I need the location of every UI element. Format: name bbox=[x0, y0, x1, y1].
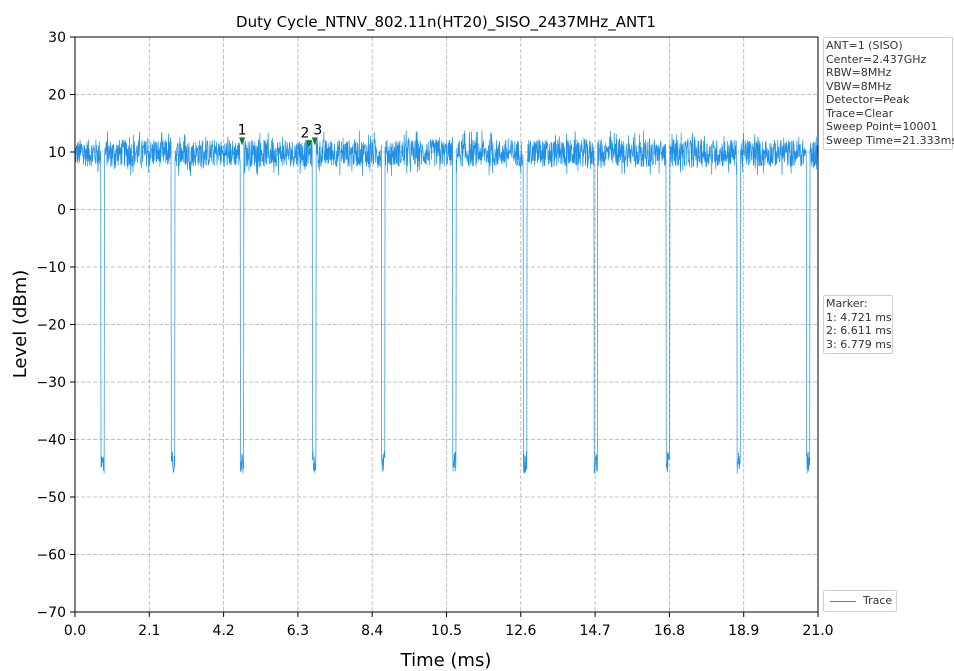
y-tick-label: −40 bbox=[36, 433, 66, 449]
y-tick-label: 30 bbox=[48, 30, 66, 46]
chart-title: Duty Cycle_NTNV_802.11n(HT20)_SISO_2437M… bbox=[236, 13, 656, 32]
marker-box-line: 3: 6.779 ms bbox=[826, 337, 892, 351]
x-tick-label: 18.9 bbox=[728, 623, 759, 639]
grid bbox=[75, 37, 818, 612]
info-line: Center=2.437GHz bbox=[826, 52, 927, 66]
x-axis-label: Time (ms) bbox=[400, 650, 492, 671]
x-tick-label: 10.5 bbox=[431, 623, 462, 639]
info-line: Trace=Clear bbox=[826, 106, 894, 120]
marker-box-line: 1: 4.721 ms bbox=[826, 310, 892, 324]
x-tick-label: 21.0 bbox=[802, 623, 833, 639]
legend-swatch bbox=[830, 601, 856, 602]
marker-box-line: Marker: bbox=[826, 297, 868, 310]
info-line: ANT=1 (SISO) bbox=[826, 39, 903, 52]
y-tick-label: −50 bbox=[36, 490, 66, 506]
marker-glyph bbox=[311, 137, 318, 146]
marker-label: 1 bbox=[238, 122, 247, 138]
x-tick-label: 16.8 bbox=[654, 623, 685, 639]
info-line: VBW=8MHz bbox=[826, 79, 892, 93]
legend-label: Trace bbox=[863, 594, 893, 607]
y-tick-label: −70 bbox=[36, 605, 66, 621]
marker-box-line: 2: 6.611 ms bbox=[826, 324, 892, 337]
y-tick-label: −10 bbox=[36, 260, 66, 276]
y-tick-label: 10 bbox=[48, 145, 66, 161]
x-tick-label: 2.1 bbox=[138, 623, 160, 639]
info-line: Sweep Point=10001 bbox=[826, 120, 938, 133]
x-axis-ticks: 0.0 2.1 4.2 6.3 8.4 10.5 12.6 14.7 16.8 18.9 21.0 bbox=[64, 612, 834, 639]
y-tick-label: 0 bbox=[57, 203, 66, 219]
x-tick-label: 6.3 bbox=[287, 623, 309, 639]
legend: Trace bbox=[823, 590, 897, 612]
y-tick-label: 20 bbox=[48, 88, 66, 104]
y-tick-label: −20 bbox=[36, 318, 66, 334]
info-line: RBW=8MHz bbox=[826, 66, 892, 79]
marker-label: 2 bbox=[300, 125, 309, 141]
marker-glyph bbox=[239, 137, 246, 146]
x-tick-label: 8.4 bbox=[361, 623, 383, 639]
marker-glyph bbox=[305, 140, 312, 149]
x-tick-label: 4.2 bbox=[212, 623, 234, 639]
marker-label: 3 bbox=[313, 122, 322, 138]
y-axis-label: Level (dBm) bbox=[10, 270, 31, 379]
x-tick-label: 14.7 bbox=[580, 623, 611, 639]
measurement-info-box: ANT=1 (SISO) Center=2.437GHz RBW=8MHz VB… bbox=[823, 37, 954, 150]
marker-info-box: Marker: 1: 4.721 ms 2: 6.611 ms 3: 6.779… bbox=[823, 295, 893, 354]
y-tick-label: −30 bbox=[36, 375, 66, 391]
info-line: Detector=Peak bbox=[826, 93, 910, 106]
y-axis-ticks: 30 20 10 0 −10 −20 −30 −40 −50 −60 −70 bbox=[36, 30, 75, 621]
y-tick-label: −60 bbox=[36, 548, 66, 564]
x-tick-label: 0.0 bbox=[64, 623, 86, 639]
trace-line bbox=[74, 130, 819, 474]
trace-path bbox=[74, 130, 819, 474]
x-tick-label: 12.6 bbox=[505, 623, 536, 639]
info-line: Sweep Time=21.333ms bbox=[826, 133, 954, 147]
